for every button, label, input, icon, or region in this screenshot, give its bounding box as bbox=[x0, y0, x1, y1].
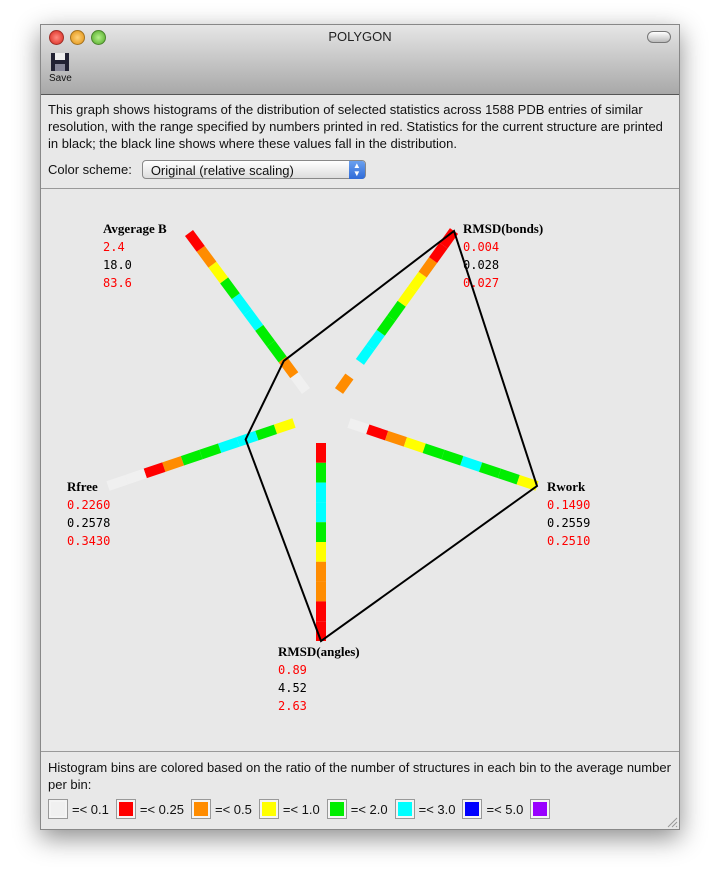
histogram-bin bbox=[243, 309, 264, 331]
legend-swatch bbox=[394, 799, 415, 819]
histogram-bin bbox=[278, 356, 299, 379]
description-panel: This graph shows histograms of the distr… bbox=[41, 95, 679, 189]
current-structure-polygon bbox=[244, 229, 539, 643]
legend-label: =< 3.0 bbox=[418, 801, 456, 817]
axis-value: 0.2510 bbox=[547, 534, 590, 548]
histogram-bin bbox=[441, 449, 464, 466]
histogram-bin bbox=[345, 358, 364, 380]
legend-swatch bbox=[115, 799, 136, 819]
histogram-bin bbox=[422, 443, 445, 460]
legend-swatch bbox=[190, 799, 211, 819]
histogram-bin bbox=[273, 418, 296, 435]
histogram-bin bbox=[387, 300, 406, 322]
legend-label: =< 0.5 bbox=[214, 801, 252, 817]
legend-label: =< 1.0 bbox=[282, 801, 320, 817]
color-scheme-select[interactable]: Original (relative scaling) ▲ ▼ bbox=[141, 160, 366, 179]
legend-swatch bbox=[530, 799, 551, 819]
histogram-bin bbox=[497, 468, 520, 485]
histogram-bin bbox=[199, 443, 222, 460]
axis-title: RMSD(bonds) bbox=[463, 221, 543, 236]
histogram-bin bbox=[290, 372, 311, 394]
histogram-bin bbox=[355, 344, 375, 365]
axis-title: RMSD(angles) bbox=[278, 644, 360, 659]
histogram-bin bbox=[196, 245, 217, 268]
histogram-bin bbox=[124, 468, 147, 485]
histogram-bin bbox=[479, 462, 501, 479]
axis-value: 0.3430 bbox=[67, 534, 110, 548]
legend-row: =< 0.1 =< 0.25 =< 0.5 =< 1.0 =< 2.0 =< 3.0 =< … bbox=[48, 799, 672, 819]
axis-value: 2.63 bbox=[278, 699, 307, 713]
polygon-window: POLYGON Save This graph shows histograms… bbox=[40, 24, 680, 830]
histogram-bin bbox=[208, 261, 229, 284]
axis-value: 0.2260 bbox=[67, 498, 110, 512]
histogram-bin bbox=[334, 373, 354, 394]
histogram-bin bbox=[366, 329, 385, 351]
close-button[interactable] bbox=[49, 30, 64, 45]
histogram-bin bbox=[347, 418, 370, 435]
legend-swatch bbox=[258, 799, 279, 819]
legend-swatch bbox=[462, 799, 483, 819]
histogram-bin bbox=[397, 286, 417, 307]
color-scheme-value: Original (relative scaling) bbox=[150, 163, 294, 178]
save-button[interactable]: Save bbox=[49, 51, 72, 84]
axis-value: 0.2578 bbox=[67, 516, 110, 530]
histogram-bin bbox=[429, 242, 448, 264]
save-label: Save bbox=[49, 73, 72, 84]
histogram-bin bbox=[385, 430, 407, 447]
legend-panel: Histogram bins are colored based on the … bbox=[41, 751, 679, 826]
legend-label: =< 0.25 bbox=[139, 801, 184, 817]
axis-value: 0.2559 bbox=[547, 516, 590, 530]
histogram-bin bbox=[143, 462, 166, 479]
description-text: This graph shows histograms of the distr… bbox=[48, 102, 663, 151]
axis-value: 0.89 bbox=[278, 663, 307, 677]
axis-value: 4.52 bbox=[278, 681, 307, 695]
histogram-bin bbox=[418, 257, 438, 278]
axis-value: 0.1490 bbox=[547, 498, 590, 512]
minimize-button[interactable] bbox=[70, 30, 85, 45]
histogram-bin bbox=[366, 424, 389, 441]
window-controls bbox=[49, 30, 106, 45]
legend-swatch bbox=[326, 799, 347, 819]
zoom-button[interactable] bbox=[91, 30, 106, 45]
histogram-bin bbox=[266, 340, 287, 363]
histogram-bin bbox=[184, 230, 205, 252]
toolbar-toggle-button[interactable] bbox=[647, 31, 671, 43]
select-arrows-icon: ▲ ▼ bbox=[348, 161, 365, 179]
window-title: POLYGON bbox=[328, 29, 392, 44]
axis-value: 0.028 bbox=[463, 258, 499, 272]
histogram-bin bbox=[162, 456, 185, 472]
axis-value: 18.0 bbox=[103, 258, 132, 272]
color-scheme-label: Color scheme: bbox=[48, 162, 132, 177]
resize-grip-icon[interactable] bbox=[666, 816, 678, 828]
axis-title: Rfree bbox=[67, 479, 98, 494]
axis-value: 0.004 bbox=[463, 240, 499, 254]
histogram-bin bbox=[180, 449, 203, 466]
legend-text: Histogram bins are colored based on the … bbox=[48, 760, 671, 792]
legend-label: =< 5.0 bbox=[486, 801, 524, 817]
histogram-bin bbox=[255, 324, 275, 347]
legend-swatch bbox=[48, 799, 68, 819]
axis-value: 83.6 bbox=[103, 276, 132, 290]
histogram-bin bbox=[217, 437, 240, 453]
title-toolbar: POLYGON Save bbox=[41, 25, 679, 95]
histogram-bin bbox=[408, 271, 427, 293]
histogram-bin bbox=[460, 456, 483, 472]
histogram-bin bbox=[516, 474, 539, 491]
axis-title: Rwork bbox=[547, 479, 586, 494]
histogram-bin bbox=[231, 293, 252, 315]
legend-label: =< 2.0 bbox=[350, 801, 388, 817]
histogram-bin bbox=[403, 437, 426, 453]
histogram-bin bbox=[220, 277, 240, 300]
histogram-bin bbox=[255, 424, 278, 441]
axis-value: 2.4 bbox=[103, 240, 125, 254]
floppy-disk-icon bbox=[51, 53, 70, 71]
legend-label: =< 0.1 bbox=[72, 801, 109, 817]
histogram-bin bbox=[106, 474, 129, 491]
polygon-chart: Avgerage B 2.4 18.0 83.6 RMSD(bonds) 0.004 0.0… bbox=[67, 221, 590, 713]
axis-title: Avgerage B bbox=[103, 221, 167, 236]
histogram-bin bbox=[236, 430, 259, 447]
histogram-bin bbox=[376, 315, 396, 336]
